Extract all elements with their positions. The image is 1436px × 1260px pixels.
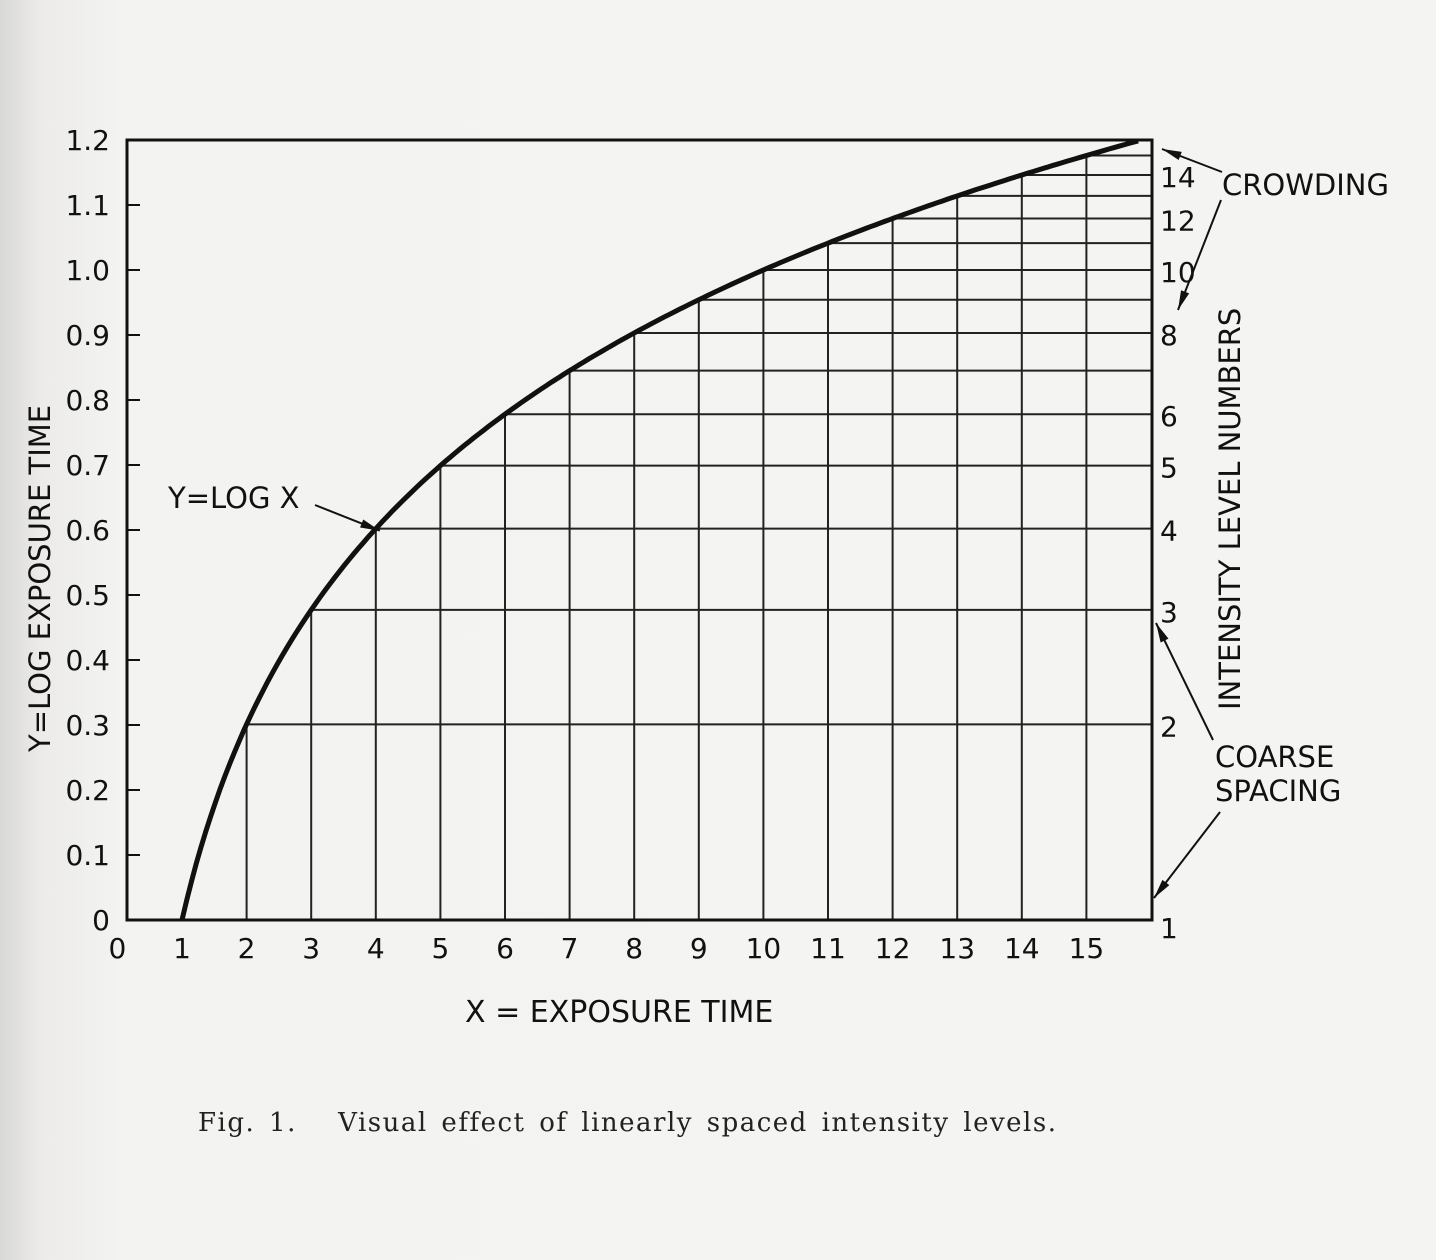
intensity-level-label: 14 <box>1160 161 1196 194</box>
x-tick-label: 6 <box>496 932 514 965</box>
arrow-head <box>360 519 380 531</box>
arrow-head <box>1178 290 1190 310</box>
y-tick-label: 1.1 <box>65 189 110 222</box>
y-tick-label: 0.8 <box>65 384 110 417</box>
intensity-level-label: 12 <box>1160 205 1196 238</box>
y-tick-label: 0 <box>92 904 110 937</box>
annotation-arrows <box>314 148 1223 899</box>
x-tick-label: 15 <box>1069 932 1105 965</box>
figure-caption: Fig. 1. Visual effect of linearly spaced… <box>198 1108 1058 1138</box>
right-axis-label: INTENSITY LEVEL NUMBERS <box>1213 308 1247 710</box>
intensity-level-label: 5 <box>1160 452 1178 485</box>
log-curve <box>179 138 1139 921</box>
y-tick-label: 0.1 <box>65 839 110 872</box>
intensity-level-label: 8 <box>1160 319 1178 352</box>
y-tick-label: 1.2 <box>65 124 110 157</box>
y-tick-label: 0.7 <box>65 449 110 482</box>
y-tick-label: 0.3 <box>65 709 110 742</box>
x-tick-label: 5 <box>431 932 449 965</box>
grid-lines <box>245 154 1151 920</box>
intensity-level-label: 1 <box>1160 912 1178 945</box>
x-tick-labels: 0 1 2 3 4 5 6 7 8 9 10 11 12 13 14 15 <box>108 932 1104 965</box>
y-tick-labels: 0 0.1 0.2 0.3 0.4 0.5 0.6 0.7 0.8 0.9 1.0 1.1 1.2 <box>65 124 140 937</box>
y-tick-label: 1.0 <box>65 254 110 287</box>
intensity-level-label: 3 <box>1160 596 1178 629</box>
intensity-level-label: 4 <box>1160 515 1178 548</box>
x-tick-label: 3 <box>302 932 320 965</box>
x-tick-label: 0 <box>108 932 126 965</box>
intensity-level-label: 6 <box>1160 400 1178 433</box>
arrow-line <box>1155 622 1214 741</box>
x-tick-label: 12 <box>875 932 911 965</box>
x-tick-label: 9 <box>690 932 708 965</box>
y-axis-label: Y=LOG EXPOSURE TIME <box>23 405 57 753</box>
x-tick-label: 4 <box>367 932 385 965</box>
arrow-head <box>1156 623 1169 643</box>
y-tick-label: 0.6 <box>65 514 110 547</box>
y-tick-label: 0.2 <box>65 774 110 807</box>
intensity-level-label: 2 <box>1160 710 1178 743</box>
coarse-label: COARSE <box>1215 740 1334 774</box>
crowding-label: CROWDING <box>1222 168 1389 202</box>
x-tick-label: 8 <box>625 932 643 965</box>
y-tick-label: 0.4 <box>65 644 110 677</box>
x-tick-label: 7 <box>561 932 579 965</box>
x-tick-label: 2 <box>238 932 256 965</box>
plot-frame <box>125 138 1154 922</box>
x-tick-label: 1 <box>173 932 191 965</box>
spacing-label: SPACING <box>1215 774 1341 808</box>
x-tick-label: 14 <box>1004 932 1040 965</box>
y-tick-label: 0.9 <box>65 319 110 352</box>
x-tick-label: 10 <box>746 932 782 965</box>
y-tick-label: 0.5 <box>65 579 110 612</box>
arrow-head <box>1154 879 1170 898</box>
curve-label: Y=LOG X <box>167 481 300 515</box>
arrow-line <box>1177 199 1222 311</box>
x-tick-label: 13 <box>939 932 975 965</box>
intensity-level-label: 10 <box>1160 256 1196 289</box>
x-axis-label: X = EXPOSURE TIME <box>465 995 773 1030</box>
arrow-head <box>1162 149 1182 161</box>
x-tick-label: 11 <box>810 932 846 965</box>
